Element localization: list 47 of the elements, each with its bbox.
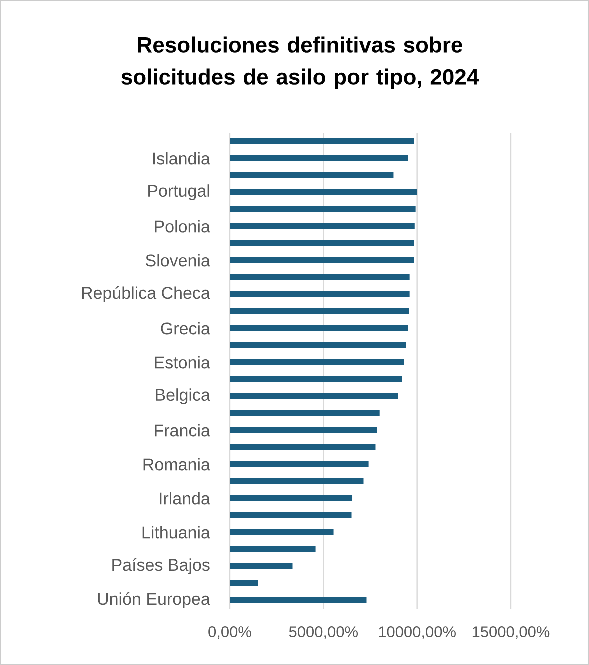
bar: [230, 428, 378, 434]
bar: [230, 308, 410, 315]
bar: [230, 342, 406, 349]
y-tick-label: Polonia: [155, 220, 210, 233]
bar: [230, 376, 402, 383]
y-tick-label: Portugal: [148, 184, 210, 200]
bar: [230, 240, 414, 247]
x-tick-label: 0,00%: [208, 626, 252, 640]
y-tick-label: Estonia: [155, 356, 210, 369]
bar: [230, 190, 418, 196]
y-tick-label: Unión Europea: [98, 592, 210, 609]
bar: [230, 224, 415, 230]
y-tick-label: Romania: [144, 458, 210, 471]
bar: [230, 206, 416, 213]
y-tick-label: Belgica: [156, 388, 210, 404]
bar: [230, 172, 394, 179]
x-tick-label: 10000,00%: [379, 626, 456, 640]
y-tick-label: República Checa: [82, 286, 210, 303]
bar: [230, 462, 369, 468]
bar: [230, 138, 414, 145]
y-tick-label: Irlanda: [160, 492, 210, 505]
x-tick-label: 15000,00%: [472, 626, 550, 640]
y-tick-label: Slovenia: [146, 254, 210, 267]
bar: [230, 444, 376, 450]
bar: [230, 394, 398, 400]
y-tick-label: Lithuania: [142, 526, 210, 539]
bar: [230, 292, 410, 298]
chart-title: Resoluciones definitivas sobre solicitudes de asilo por tipo, 2024: [122, 36, 479, 90]
y-tick-label: Países Bajos: [112, 558, 210, 575]
bar: [230, 564, 293, 570]
bar: [230, 156, 408, 162]
bar: [230, 410, 380, 417]
y-tick-label: Islandia: [153, 152, 210, 165]
bar: [230, 546, 316, 552]
bar: [230, 580, 258, 586]
bar: [230, 274, 410, 281]
bar: [230, 478, 364, 485]
bar: [230, 530, 334, 536]
y-tick-label: Grecia: [161, 322, 210, 335]
x-tick-label: 5000,00%: [289, 626, 358, 640]
bar: [230, 598, 367, 604]
bar: [230, 496, 353, 502]
bar: [230, 512, 352, 518]
bar: [230, 326, 408, 332]
y-tick-label: Francia: [155, 424, 210, 437]
bar: [230, 360, 404, 366]
bar: [230, 258, 414, 264]
